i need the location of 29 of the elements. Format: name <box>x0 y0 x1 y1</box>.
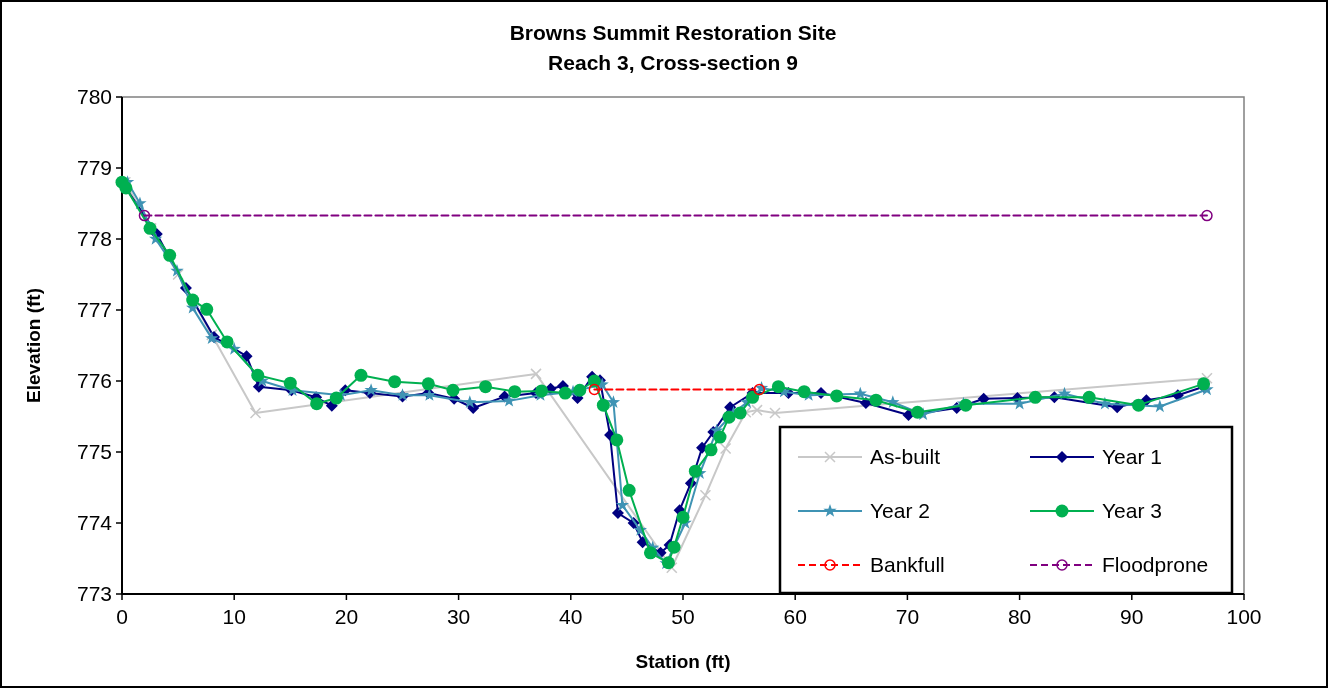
y-tick-label: 773 <box>76 582 112 606</box>
x-tick-label: 50 <box>671 605 695 628</box>
legend-label: Year 1 <box>1102 445 1162 469</box>
y-tick-label: 779 <box>76 156 112 180</box>
x-tick-label: 20 <box>334 605 359 628</box>
x-tick-label: 0 <box>116 605 128 628</box>
y-tick-label: 778 <box>76 227 112 251</box>
y-tick-label: 776 <box>76 369 112 393</box>
x-tick-label: 90 <box>1120 605 1144 628</box>
x-axis-title: Station (ft) <box>635 651 731 672</box>
legend-label: Floodprone <box>1102 553 1209 577</box>
x-tick-label: 30 <box>446 605 471 628</box>
y-tick-label: 780 <box>76 85 112 109</box>
x-tick-label: 60 <box>783 605 807 628</box>
y-tick-label: 777 <box>76 298 112 322</box>
x-tick-label: 70 <box>895 605 920 628</box>
legend-label: Bankfull <box>870 553 945 577</box>
x-tick-label: 80 <box>1007 605 1032 628</box>
legend-label: As-built <box>870 445 941 469</box>
x-tick-label: 10 <box>222 605 246 628</box>
y-tick-label: 775 <box>76 440 112 464</box>
y-axis-title: Elevation (ft) <box>23 287 44 404</box>
x-tick-label: 100 <box>1226 605 1262 628</box>
legend-label: Year 2 <box>870 499 930 523</box>
chart-subtitle: Reach 3, Cross-section 9 <box>548 51 798 74</box>
y-tick-label: 774 <box>76 511 113 535</box>
legend-label: Year 3 <box>1102 499 1162 523</box>
x-tick-label: 40 <box>559 605 583 628</box>
chart-title: Browns Summit Restoration Site <box>509 21 837 44</box>
